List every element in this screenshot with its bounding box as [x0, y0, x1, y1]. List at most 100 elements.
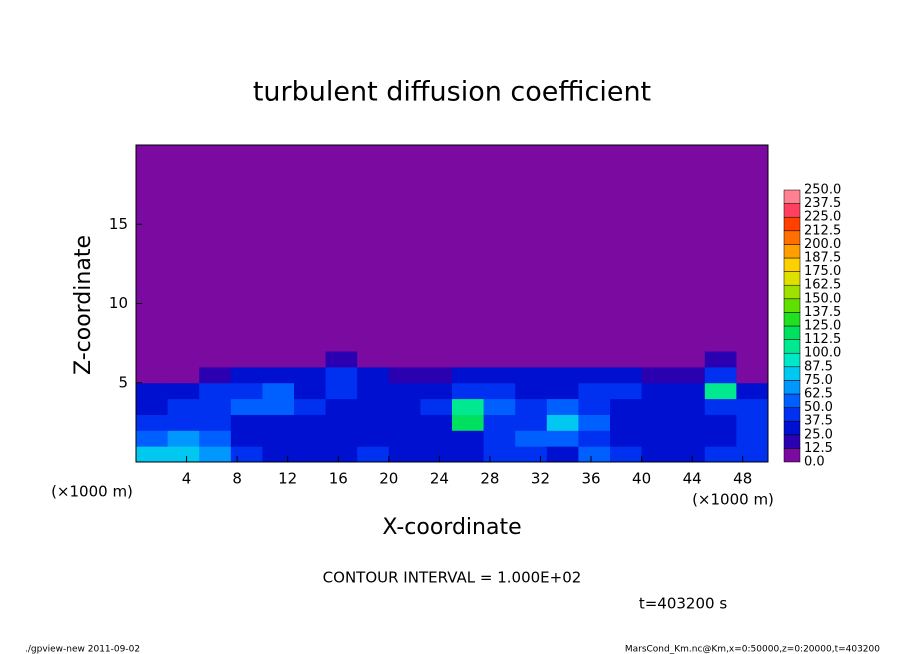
heatmap-cell	[420, 382, 453, 400]
heatmap-cell	[610, 414, 643, 431]
colorbar-box	[783, 230, 801, 245]
heatmap-cell	[610, 398, 643, 415]
heatmap-cell	[325, 414, 358, 431]
heatmap-cell	[483, 351, 516, 368]
heatmap-cell	[136, 366, 169, 384]
colorbar-box	[783, 339, 801, 354]
heatmap-cell	[515, 414, 548, 431]
heatmap-cell	[357, 414, 390, 431]
x-tick-label: 36	[581, 470, 600, 488]
colorbar-label: 175.0	[804, 264, 841, 279]
heatmap-cell	[578, 382, 611, 400]
colorbar-box	[783, 257, 801, 272]
heatmap-cell	[199, 446, 232, 463]
heatmap-cell	[736, 366, 769, 384]
heatmap-cell	[230, 366, 263, 384]
colorbar-box	[783, 352, 801, 368]
heatmap-cell	[578, 398, 611, 415]
heatmap-cell	[294, 335, 327, 352]
x-tick-label: 40	[632, 470, 651, 488]
colorbar-label: 12.5	[804, 441, 833, 456]
heatmap-cell	[704, 351, 737, 368]
heatmap-cell	[262, 382, 295, 400]
heatmap-cell	[578, 366, 611, 384]
colorbar-box	[783, 448, 801, 463]
heatmap-cell	[199, 414, 232, 431]
heatmap-cell	[199, 351, 232, 368]
colorbar-box	[783, 189, 801, 204]
heatmap-cell	[167, 382, 200, 400]
x-tick-label: 4	[182, 470, 192, 488]
heatmap-cell	[262, 335, 295, 352]
heatmap-cell	[136, 351, 169, 368]
heatmap-cell	[610, 351, 643, 368]
x-tick-label: 16	[329, 470, 348, 488]
heatmap-cell	[325, 398, 358, 415]
heatmap-cell	[325, 366, 358, 384]
heatmap-cell	[388, 335, 421, 352]
heatmap-cell	[673, 414, 706, 431]
heatmap-cell	[294, 414, 327, 431]
heatmap-cell	[483, 366, 516, 384]
x-tick-label: 24	[430, 470, 449, 488]
heatmap-cell	[546, 430, 579, 447]
heatmap-cell	[515, 382, 548, 400]
heatmap-cell	[610, 382, 643, 400]
heatmap-cell	[294, 366, 327, 384]
x-axis-label: X-coordinate	[382, 515, 521, 540]
heatmap-cell	[420, 366, 453, 384]
heatmap-cell	[483, 382, 516, 400]
heatmap-cell	[230, 414, 263, 431]
colorbar-label: 237.5	[804, 196, 841, 211]
heatmap-cell	[167, 446, 200, 463]
colorbar-label: 225.0	[804, 210, 841, 225]
heatmap-cell	[610, 430, 643, 447]
heatmap-cell	[199, 430, 232, 447]
heatmap-cell	[230, 430, 263, 447]
colorbar-box	[783, 298, 801, 313]
heatmap-cell	[452, 414, 485, 431]
x-tick-label: 44	[683, 470, 702, 488]
heatmap-cell	[136, 430, 169, 447]
heatmap-cell	[262, 430, 295, 447]
y-tick-label: 5	[118, 373, 128, 391]
colorbar-label: 100.0	[804, 346, 841, 361]
heatmap-cell	[515, 398, 548, 415]
heatmap-cell	[704, 414, 737, 431]
y-axis-label: Z-coordinate	[71, 235, 96, 375]
heatmap-cell	[641, 446, 674, 463]
x-tick-label: 20	[379, 470, 398, 488]
heatmap-cell	[230, 446, 263, 463]
heatmap-cell	[357, 446, 390, 463]
heatmap-cell	[673, 335, 706, 352]
heatmap-cell	[420, 335, 453, 352]
heatmap-cell	[736, 414, 769, 431]
heatmap-cell	[294, 398, 327, 415]
heatmap-cell	[736, 351, 769, 368]
heatmap-cell	[357, 430, 390, 447]
heatmap-cell	[136, 382, 169, 400]
heatmap-cell	[641, 351, 674, 368]
colorbar-box	[783, 271, 801, 286]
heatmap-cell	[546, 446, 579, 463]
heatmap-cell	[610, 335, 643, 352]
heatmap-cell	[704, 366, 737, 384]
colorbar-label: 62.5	[804, 387, 833, 402]
heatmap-cell	[483, 430, 516, 447]
heatmap-cell	[673, 398, 706, 415]
heatmap-cell	[673, 366, 706, 384]
x-tick-label: 12	[278, 470, 297, 488]
x-tick-label: 8	[232, 470, 242, 488]
heatmap-cell	[136, 398, 169, 415]
heatmap-cell	[230, 351, 263, 368]
x-unit: (×1000 m)	[692, 491, 774, 509]
heatmap-cell	[420, 414, 453, 431]
heatmap-cell	[546, 398, 579, 415]
chart-title: turbulent diffusion coefficient	[253, 77, 651, 108]
heatmap-cell	[736, 446, 769, 463]
heatmap-cell	[483, 414, 516, 431]
heatmap-cell	[673, 446, 706, 463]
heatmap-cell	[736, 398, 769, 415]
heatmap-cell	[388, 351, 421, 368]
